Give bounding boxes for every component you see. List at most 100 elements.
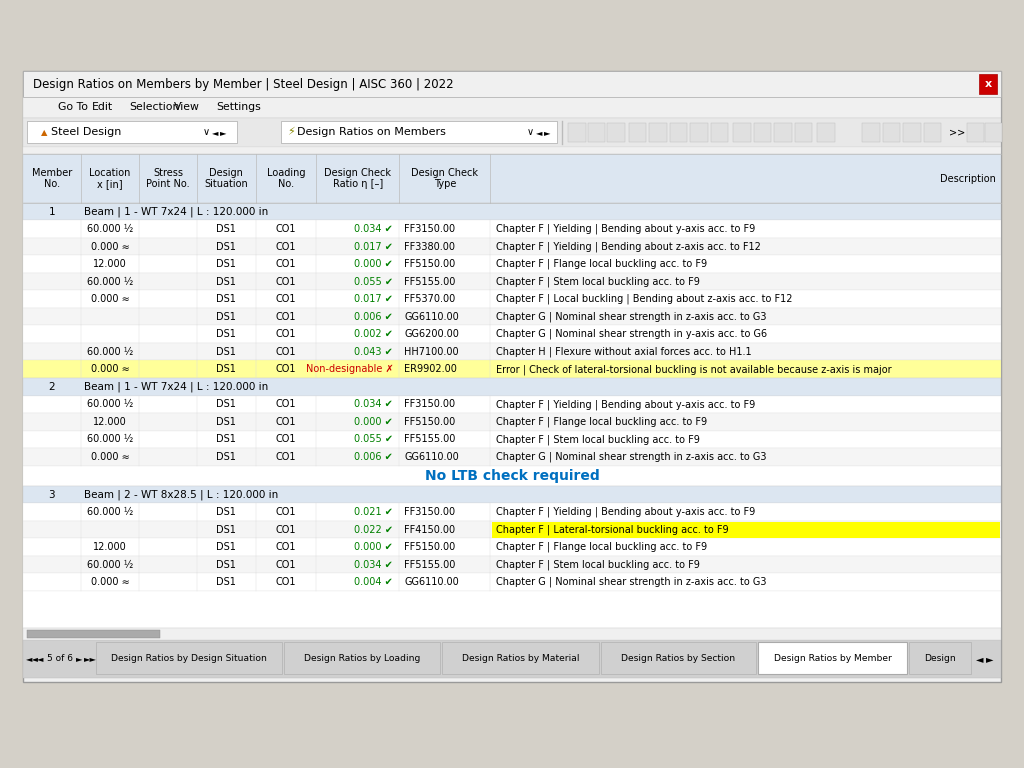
FancyBboxPatch shape xyxy=(284,642,440,674)
Text: Chapter F | Stem local buckling acc. to F9: Chapter F | Stem local buckling acc. to … xyxy=(496,276,699,287)
Text: Chapter F | Yielding | Bending about y-axis acc. to F9: Chapter F | Yielding | Bending about y-a… xyxy=(496,224,755,234)
Text: 60.000 ½: 60.000 ½ xyxy=(87,507,133,517)
Text: 3: 3 xyxy=(48,489,55,499)
Text: Chapter F | Yielding | Bending about z-axis acc. to F12: Chapter F | Yielding | Bending about z-a… xyxy=(496,241,761,252)
Text: Design Ratios by Member: Design Ratios by Member xyxy=(773,654,892,664)
Text: ◄: ◄ xyxy=(976,654,983,664)
Text: GG6110.00: GG6110.00 xyxy=(404,577,459,588)
Text: 60.000 ½: 60.000 ½ xyxy=(87,224,133,234)
FancyBboxPatch shape xyxy=(629,123,646,142)
Text: CO1: CO1 xyxy=(275,542,297,552)
FancyBboxPatch shape xyxy=(23,521,1001,538)
FancyBboxPatch shape xyxy=(442,642,599,674)
FancyBboxPatch shape xyxy=(23,449,1001,465)
Text: 0.034 ✔: 0.034 ✔ xyxy=(354,224,393,234)
Text: DS1: DS1 xyxy=(216,224,237,234)
Text: DS1: DS1 xyxy=(216,452,237,462)
Text: CO1: CO1 xyxy=(275,577,297,588)
FancyBboxPatch shape xyxy=(23,118,1001,147)
FancyBboxPatch shape xyxy=(985,123,1002,142)
Text: 12.000: 12.000 xyxy=(93,417,127,427)
Text: Location
x [in]: Location x [in] xyxy=(89,167,131,190)
Text: DS1: DS1 xyxy=(216,312,237,322)
Text: DS1: DS1 xyxy=(216,399,237,409)
FancyBboxPatch shape xyxy=(711,123,728,142)
Text: 0.002 ✔: 0.002 ✔ xyxy=(354,329,393,339)
FancyBboxPatch shape xyxy=(23,485,1001,503)
Text: FF5150.00: FF5150.00 xyxy=(404,542,456,552)
FancyBboxPatch shape xyxy=(754,123,771,142)
Text: CO1: CO1 xyxy=(275,259,297,270)
FancyBboxPatch shape xyxy=(568,123,586,142)
Text: DS1: DS1 xyxy=(216,294,237,304)
Text: 0.006 ✔: 0.006 ✔ xyxy=(354,312,393,322)
Text: Chapter F | Yielding | Bending about y-axis acc. to F9: Chapter F | Yielding | Bending about y-a… xyxy=(496,507,755,518)
Text: DS1: DS1 xyxy=(216,259,237,270)
Text: Design Ratios on Members by Member | Steel Design | AISC 360 | 2022: Design Ratios on Members by Member | Ste… xyxy=(33,78,454,91)
Text: 60.000 ½: 60.000 ½ xyxy=(87,399,133,409)
FancyBboxPatch shape xyxy=(979,74,997,94)
Text: 0.034 ✔: 0.034 ✔ xyxy=(354,399,393,409)
FancyBboxPatch shape xyxy=(492,521,1000,538)
Text: 60.000 ½: 60.000 ½ xyxy=(87,276,133,286)
Text: Steel Design: Steel Design xyxy=(51,127,122,137)
Text: DS1: DS1 xyxy=(216,525,237,535)
Text: CO1: CO1 xyxy=(275,346,297,357)
Text: 0.000 ✔: 0.000 ✔ xyxy=(354,259,393,270)
Text: 0.000 ≈: 0.000 ≈ xyxy=(91,364,129,374)
Text: DS1: DS1 xyxy=(216,276,237,286)
FancyBboxPatch shape xyxy=(27,630,160,638)
FancyBboxPatch shape xyxy=(733,123,751,142)
Text: ⚡: ⚡ xyxy=(287,127,295,137)
Text: ∨: ∨ xyxy=(203,127,210,137)
Text: DS1: DS1 xyxy=(216,364,237,374)
FancyBboxPatch shape xyxy=(23,71,1001,97)
Text: 1: 1 xyxy=(48,207,55,217)
Text: ►: ► xyxy=(76,654,82,664)
FancyBboxPatch shape xyxy=(492,361,1000,377)
Text: CO1: CO1 xyxy=(275,242,297,252)
Text: 60.000 ½: 60.000 ½ xyxy=(87,346,133,357)
Text: CO1: CO1 xyxy=(275,399,297,409)
Text: DS1: DS1 xyxy=(216,329,237,339)
Text: Design Ratios by Design Situation: Design Ratios by Design Situation xyxy=(111,654,267,664)
Text: 0.021 ✔: 0.021 ✔ xyxy=(354,507,393,517)
FancyBboxPatch shape xyxy=(23,591,1001,628)
Text: DS1: DS1 xyxy=(216,435,237,445)
Text: CO1: CO1 xyxy=(275,364,297,374)
Text: Design: Design xyxy=(924,654,956,664)
FancyBboxPatch shape xyxy=(23,574,1001,591)
FancyBboxPatch shape xyxy=(23,396,1001,413)
Text: DS1: DS1 xyxy=(216,560,237,570)
Text: FF4150.00: FF4150.00 xyxy=(404,525,456,535)
Text: GG6110.00: GG6110.00 xyxy=(404,312,459,322)
Text: 0.006 ✔: 0.006 ✔ xyxy=(354,452,393,462)
FancyBboxPatch shape xyxy=(774,123,792,142)
FancyBboxPatch shape xyxy=(96,642,282,674)
Text: ∨: ∨ xyxy=(526,127,534,137)
Text: ◄◄: ◄◄ xyxy=(26,654,39,664)
FancyBboxPatch shape xyxy=(23,378,1001,396)
Text: Design Ratios by Loading: Design Ratios by Loading xyxy=(304,654,420,664)
FancyBboxPatch shape xyxy=(607,123,625,142)
FancyBboxPatch shape xyxy=(862,123,880,142)
Text: FF3150.00: FF3150.00 xyxy=(404,399,456,409)
Text: 12.000: 12.000 xyxy=(93,542,127,552)
Text: View: View xyxy=(174,102,200,112)
Text: Chapter G | Nominal shear strength in z-axis acc. to G3: Chapter G | Nominal shear strength in z-… xyxy=(496,577,766,588)
Text: Chapter F | Flange local buckling acc. to F9: Chapter F | Flange local buckling acc. t… xyxy=(496,417,707,427)
Text: FF5150.00: FF5150.00 xyxy=(404,417,456,427)
Text: Beam | 1 - WT 7x24 | L : 120.000 in: Beam | 1 - WT 7x24 | L : 120.000 in xyxy=(84,207,268,217)
FancyBboxPatch shape xyxy=(23,326,1001,343)
Text: ▲: ▲ xyxy=(41,127,47,137)
Text: 2: 2 xyxy=(48,382,55,392)
Text: Design Ratios by Material: Design Ratios by Material xyxy=(462,654,580,664)
Text: ►: ► xyxy=(544,127,550,137)
Text: >>: >> xyxy=(949,127,966,137)
FancyBboxPatch shape xyxy=(23,203,1001,220)
FancyBboxPatch shape xyxy=(758,642,907,674)
FancyBboxPatch shape xyxy=(23,154,1001,203)
Text: Description: Description xyxy=(940,174,996,184)
Text: Chapter G | Nominal shear strength in y-axis acc. to G6: Chapter G | Nominal shear strength in y-… xyxy=(496,329,767,339)
Text: HH7100.00: HH7100.00 xyxy=(404,346,459,357)
